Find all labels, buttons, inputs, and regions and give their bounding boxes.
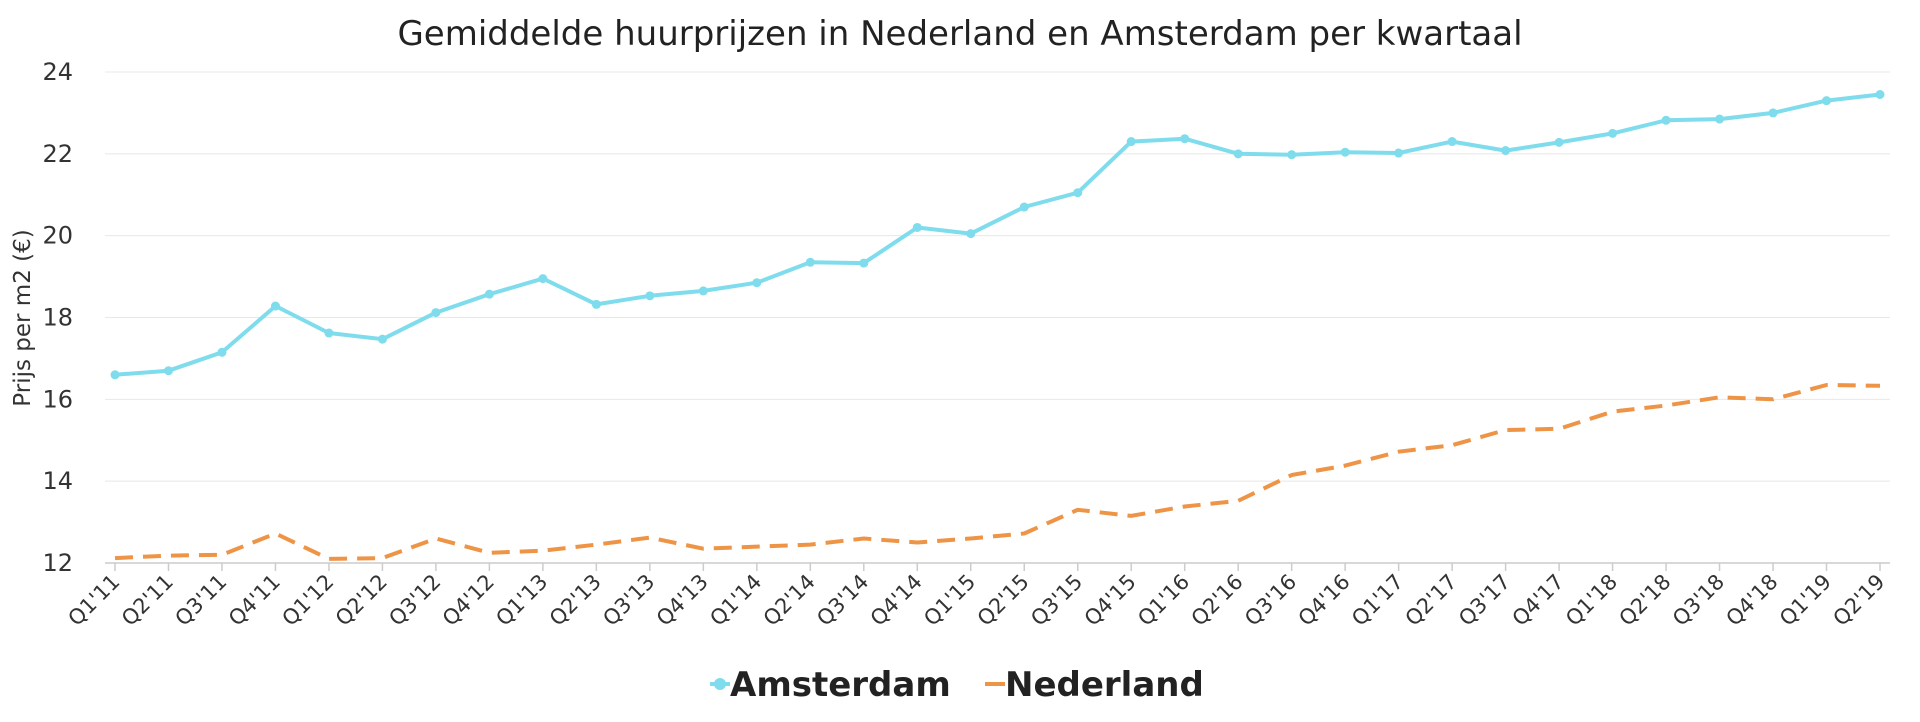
data-point-amsterdam[interactable] xyxy=(1715,114,1725,124)
data-point-amsterdam[interactable] xyxy=(1287,150,1297,160)
x-tick-label: Q2'16 xyxy=(1187,570,1248,631)
x-tick-label: Q3'15 xyxy=(1026,570,1087,631)
chart-title: Gemiddelde huurprijzen in Nederland en A… xyxy=(397,14,1522,54)
y-tick-label: 22 xyxy=(42,140,73,168)
y-tick-label: 24 xyxy=(42,58,73,86)
y-tick-label: 14 xyxy=(42,467,73,495)
x-tick-label: Q3'18 xyxy=(1668,570,1729,631)
data-point-amsterdam[interactable] xyxy=(859,258,869,268)
y-tick-label: 16 xyxy=(42,385,73,413)
y-tick-label: 12 xyxy=(42,549,73,577)
x-tick-label: Q2'19 xyxy=(1828,570,1889,631)
x-tick-label: Q4'14 xyxy=(866,570,927,631)
y-tick-label: 18 xyxy=(42,304,73,332)
x-tick-label: Q4'17 xyxy=(1508,570,1569,631)
data-point-amsterdam[interactable] xyxy=(1019,202,1029,212)
data-point-amsterdam[interactable] xyxy=(1447,137,1457,147)
x-tick-label: Q1'15 xyxy=(919,570,980,631)
data-point-amsterdam[interactable] xyxy=(431,308,441,318)
x-tick-label: Q1'19 xyxy=(1775,570,1836,631)
data-point-amsterdam[interactable] xyxy=(1501,146,1511,156)
data-point-amsterdam[interactable] xyxy=(1180,134,1190,144)
y-axis-ticks: 12 14 16 18 20 22 24 xyxy=(42,58,73,577)
x-tick-label: Q3'12 xyxy=(384,570,445,631)
x-tick-label: Q2'15 xyxy=(973,570,1034,631)
x-tick-label: Q1'13 xyxy=(491,570,552,631)
data-point-amsterdam[interactable] xyxy=(1822,96,1832,106)
x-tick-label: Q1'12 xyxy=(277,570,338,631)
data-point-amsterdam[interactable] xyxy=(484,289,494,299)
data-point-amsterdam[interactable] xyxy=(1340,147,1350,157)
x-tick-label: Q3'13 xyxy=(598,570,659,631)
x-tick-label: Q1'17 xyxy=(1347,570,1408,631)
data-point-amsterdam[interactable] xyxy=(1608,128,1618,138)
series-nederland xyxy=(114,383,1881,561)
data-point-amsterdam[interactable] xyxy=(805,257,815,267)
x-tick-label: Q2'18 xyxy=(1615,570,1676,631)
x-tick-label: Q3'16 xyxy=(1240,570,1301,631)
data-point-amsterdam[interactable] xyxy=(1661,115,1671,125)
x-tick-label: Q2'17 xyxy=(1401,570,1462,631)
data-point-amsterdam[interactable] xyxy=(912,222,922,232)
legend-label-amsterdam: Amsterdam xyxy=(730,665,951,705)
x-tick-label: Q2'13 xyxy=(545,570,606,631)
x-axis-ticks: Q1'11Q2'11Q3'11Q4'11Q1'12Q2'12Q3'12Q4'12… xyxy=(63,563,1890,631)
data-point-amsterdam[interactable] xyxy=(1073,188,1083,198)
legend-item-nederland[interactable]: Nederland xyxy=(985,665,1204,705)
legend-label-nederland: Nederland xyxy=(1005,665,1204,705)
legend-marker-amsterdam xyxy=(714,678,726,690)
data-point-amsterdam[interactable] xyxy=(591,299,601,309)
x-tick-label: Q3'11 xyxy=(170,570,231,631)
data-point-amsterdam[interactable] xyxy=(752,278,762,288)
data-point-amsterdam[interactable] xyxy=(110,370,120,380)
data-point-amsterdam[interactable] xyxy=(1875,90,1885,100)
x-tick-label: Q4'11 xyxy=(224,570,285,631)
y-axis-title: Prijs per m2 (€) xyxy=(10,229,36,406)
x-tick-label: Q3'17 xyxy=(1454,570,1515,631)
x-tick-label: Q4'18 xyxy=(1721,570,1782,631)
legend-item-amsterdam[interactable]: Amsterdam xyxy=(710,665,951,705)
data-point-amsterdam[interactable] xyxy=(966,229,976,239)
data-point-amsterdam[interactable] xyxy=(1768,108,1778,118)
series-line-amsterdam xyxy=(113,92,1882,377)
data-point-amsterdam[interactable] xyxy=(270,301,280,311)
data-point-amsterdam[interactable] xyxy=(163,366,173,376)
grid-layer xyxy=(105,71,1890,564)
x-tick-label: Q4'15 xyxy=(1080,570,1141,631)
series-line-nederland xyxy=(114,383,1881,561)
x-tick-label: Q3'14 xyxy=(812,570,873,631)
legend[interactable]: Amsterdam Nederland xyxy=(710,665,1204,705)
y-tick-label: 20 xyxy=(42,222,73,250)
x-tick-label: Q4'16 xyxy=(1294,570,1355,631)
data-point-amsterdam[interactable] xyxy=(1554,137,1564,147)
data-point-amsterdam[interactable] xyxy=(1126,137,1136,147)
x-tick-label: Q1'14 xyxy=(705,570,766,631)
data-point-amsterdam[interactable] xyxy=(1394,148,1404,158)
data-point-amsterdam[interactable] xyxy=(377,334,387,344)
x-tick-label: Q2'12 xyxy=(331,570,392,631)
data-point-amsterdam[interactable] xyxy=(1233,149,1243,159)
series-amsterdam xyxy=(110,90,1885,380)
x-tick-label: Q1'18 xyxy=(1561,570,1622,631)
data-point-amsterdam[interactable] xyxy=(645,291,655,301)
series-layer xyxy=(110,90,1885,561)
data-point-amsterdam[interactable] xyxy=(698,286,708,296)
data-point-amsterdam[interactable] xyxy=(324,328,334,338)
x-tick-label: Q2'14 xyxy=(759,570,820,631)
x-tick-label: Q1'11 xyxy=(63,570,124,631)
x-tick-label: Q2'11 xyxy=(117,570,178,631)
x-tick-label: Q4'13 xyxy=(652,570,713,631)
x-tick-label: Q4'12 xyxy=(438,570,499,631)
data-point-amsterdam[interactable] xyxy=(538,274,548,284)
data-point-amsterdam[interactable] xyxy=(217,347,227,357)
x-tick-label: Q1'16 xyxy=(1133,570,1194,631)
